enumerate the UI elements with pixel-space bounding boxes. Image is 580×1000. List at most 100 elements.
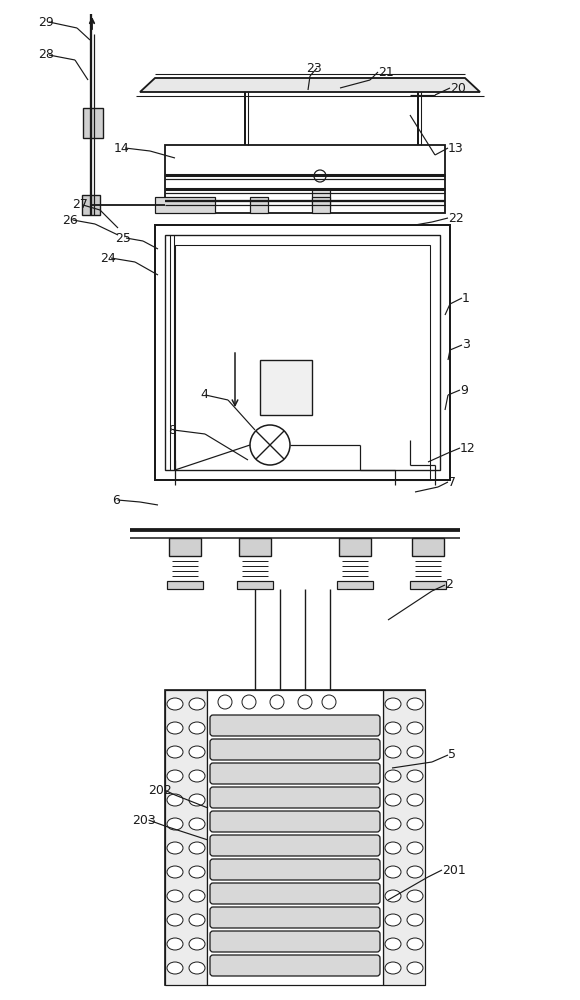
Bar: [83, 108, 103, 138]
Ellipse shape: [385, 890, 401, 902]
FancyBboxPatch shape: [210, 883, 380, 904]
Text: 1: 1: [462, 292, 470, 304]
Bar: [260, 360, 312, 415]
Bar: [82, 195, 100, 215]
Text: 24: 24: [100, 251, 116, 264]
Bar: [175, 245, 430, 480]
Ellipse shape: [167, 746, 183, 758]
Text: 12: 12: [460, 442, 476, 454]
Bar: [412, 538, 444, 556]
Ellipse shape: [189, 818, 205, 830]
FancyBboxPatch shape: [210, 787, 380, 808]
Ellipse shape: [167, 794, 183, 806]
Text: 13: 13: [448, 141, 464, 154]
Text: 8: 8: [168, 424, 176, 436]
Text: 26: 26: [62, 214, 78, 227]
Bar: [165, 690, 425, 985]
Text: 6: 6: [112, 493, 120, 506]
Ellipse shape: [385, 770, 401, 782]
Text: 9: 9: [460, 383, 468, 396]
Ellipse shape: [385, 794, 401, 806]
Bar: [165, 235, 440, 470]
Ellipse shape: [167, 698, 183, 710]
Bar: [383, 690, 425, 985]
Ellipse shape: [167, 866, 183, 878]
Ellipse shape: [167, 914, 183, 926]
FancyBboxPatch shape: [210, 715, 380, 736]
Ellipse shape: [385, 938, 401, 950]
Bar: [239, 538, 271, 556]
Text: 7: 7: [448, 476, 456, 488]
Ellipse shape: [189, 722, 205, 734]
Text: 21: 21: [378, 66, 394, 79]
Bar: [207, 690, 383, 985]
Bar: [339, 538, 371, 556]
FancyBboxPatch shape: [210, 931, 380, 952]
Bar: [312, 189, 330, 209]
Text: 27: 27: [72, 198, 88, 212]
Text: 203: 203: [132, 814, 156, 826]
Ellipse shape: [407, 962, 423, 974]
Ellipse shape: [385, 818, 401, 830]
Ellipse shape: [407, 698, 423, 710]
Ellipse shape: [407, 866, 423, 878]
Circle shape: [298, 695, 312, 709]
Ellipse shape: [407, 746, 423, 758]
Circle shape: [250, 425, 290, 465]
Ellipse shape: [167, 770, 183, 782]
Ellipse shape: [385, 698, 401, 710]
Ellipse shape: [189, 938, 205, 950]
FancyBboxPatch shape: [210, 955, 380, 976]
Bar: [410, 581, 446, 589]
Ellipse shape: [189, 890, 205, 902]
Text: 5: 5: [448, 748, 456, 762]
Polygon shape: [140, 78, 480, 92]
Ellipse shape: [189, 842, 205, 854]
Bar: [312, 197, 330, 213]
Ellipse shape: [189, 866, 205, 878]
Circle shape: [218, 695, 232, 709]
Circle shape: [270, 695, 284, 709]
Text: 2: 2: [445, 578, 453, 591]
Text: 29: 29: [38, 15, 54, 28]
Ellipse shape: [407, 818, 423, 830]
Ellipse shape: [189, 914, 205, 926]
Ellipse shape: [167, 818, 183, 830]
Ellipse shape: [407, 722, 423, 734]
Text: 3: 3: [462, 338, 470, 352]
Circle shape: [242, 695, 256, 709]
Bar: [155, 225, 450, 480]
Ellipse shape: [407, 890, 423, 902]
Ellipse shape: [407, 794, 423, 806]
FancyBboxPatch shape: [210, 811, 380, 832]
Ellipse shape: [189, 962, 205, 974]
Ellipse shape: [385, 914, 401, 926]
Circle shape: [322, 695, 336, 709]
Ellipse shape: [385, 722, 401, 734]
FancyBboxPatch shape: [210, 907, 380, 928]
Bar: [337, 581, 373, 589]
Ellipse shape: [167, 962, 183, 974]
Bar: [165, 690, 207, 985]
FancyBboxPatch shape: [210, 835, 380, 856]
FancyBboxPatch shape: [210, 739, 380, 760]
Ellipse shape: [385, 842, 401, 854]
Text: 4: 4: [200, 388, 208, 401]
Ellipse shape: [167, 938, 183, 950]
Ellipse shape: [189, 794, 205, 806]
Ellipse shape: [385, 962, 401, 974]
FancyBboxPatch shape: [210, 859, 380, 880]
Ellipse shape: [407, 842, 423, 854]
Text: 22: 22: [448, 212, 464, 225]
Text: 28: 28: [38, 48, 54, 62]
Ellipse shape: [407, 938, 423, 950]
Text: 23: 23: [306, 62, 322, 75]
Ellipse shape: [167, 842, 183, 854]
Bar: [165, 145, 445, 213]
Ellipse shape: [189, 770, 205, 782]
Circle shape: [314, 170, 326, 182]
Ellipse shape: [385, 746, 401, 758]
Text: 202: 202: [148, 784, 172, 796]
Bar: [250, 197, 268, 213]
Text: 201: 201: [442, 863, 466, 876]
